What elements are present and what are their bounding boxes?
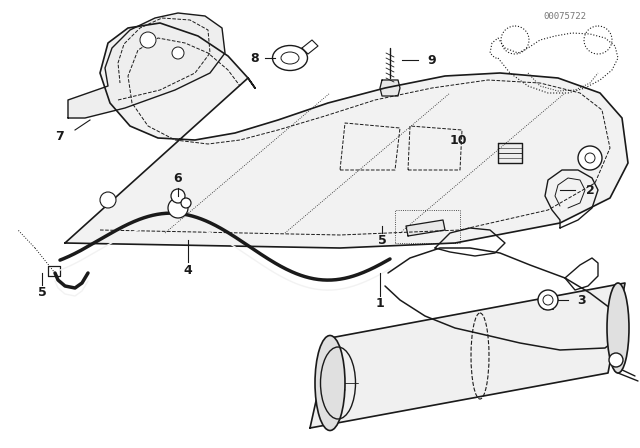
Circle shape <box>543 295 553 305</box>
Text: 6: 6 <box>173 172 182 185</box>
Polygon shape <box>406 220 445 236</box>
Polygon shape <box>310 283 625 428</box>
Circle shape <box>578 146 602 170</box>
Circle shape <box>100 192 116 208</box>
Circle shape <box>140 32 156 48</box>
Ellipse shape <box>607 283 629 373</box>
Circle shape <box>538 290 558 310</box>
Polygon shape <box>498 143 522 163</box>
Text: 9: 9 <box>428 53 436 66</box>
Circle shape <box>172 47 184 59</box>
Text: 7: 7 <box>56 129 65 142</box>
Text: 5: 5 <box>378 233 387 246</box>
Text: 3: 3 <box>578 293 586 306</box>
Ellipse shape <box>273 46 307 70</box>
Circle shape <box>609 353 623 367</box>
Text: 00075722: 00075722 <box>543 12 586 21</box>
Circle shape <box>168 198 188 218</box>
Text: 2: 2 <box>586 184 595 197</box>
Text: 8: 8 <box>251 52 259 65</box>
Text: 4: 4 <box>184 263 193 276</box>
Circle shape <box>171 189 185 203</box>
Polygon shape <box>380 80 400 96</box>
Text: 1: 1 <box>376 297 385 310</box>
Polygon shape <box>68 13 225 118</box>
Text: 10: 10 <box>449 134 467 146</box>
Text: 5: 5 <box>38 285 46 298</box>
Ellipse shape <box>315 336 345 431</box>
Polygon shape <box>65 23 628 248</box>
Ellipse shape <box>281 52 299 64</box>
Circle shape <box>585 153 595 163</box>
Circle shape <box>181 198 191 208</box>
